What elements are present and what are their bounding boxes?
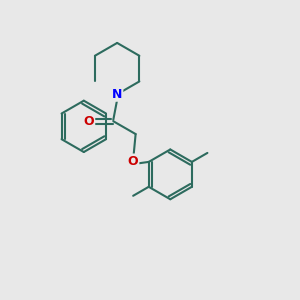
Text: O: O xyxy=(84,115,94,128)
Text: O: O xyxy=(128,154,138,167)
Text: N: N xyxy=(112,88,122,101)
